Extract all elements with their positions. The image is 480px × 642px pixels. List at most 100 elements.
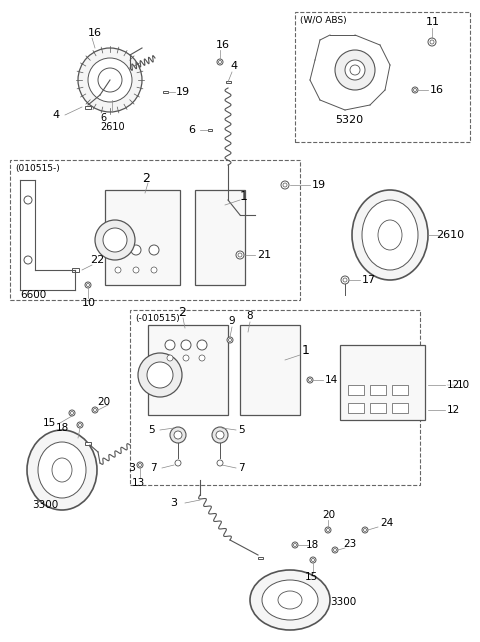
Circle shape	[228, 338, 231, 342]
Circle shape	[362, 527, 368, 533]
Text: 10: 10	[457, 380, 470, 390]
Text: 11: 11	[426, 17, 440, 27]
Ellipse shape	[38, 442, 86, 498]
Circle shape	[238, 253, 242, 257]
Circle shape	[78, 48, 142, 112]
Circle shape	[309, 379, 312, 381]
Bar	[208, 129, 212, 131]
Circle shape	[133, 267, 139, 273]
Ellipse shape	[278, 591, 302, 609]
Text: 20: 20	[97, 397, 110, 407]
Text: 2610: 2610	[436, 230, 464, 240]
Text: 9: 9	[228, 316, 235, 326]
Text: 14: 14	[325, 375, 338, 385]
Ellipse shape	[262, 580, 318, 620]
Circle shape	[217, 460, 223, 466]
Circle shape	[149, 245, 159, 255]
Text: 4: 4	[230, 61, 237, 71]
Circle shape	[345, 60, 365, 80]
Circle shape	[24, 196, 32, 204]
Circle shape	[363, 528, 367, 532]
Bar	[85, 442, 91, 444]
FancyBboxPatch shape	[392, 403, 408, 413]
FancyBboxPatch shape	[340, 345, 425, 420]
Circle shape	[98, 68, 122, 92]
Circle shape	[341, 276, 349, 284]
Bar	[72, 268, 79, 272]
Text: 2: 2	[142, 171, 150, 184]
Text: 4: 4	[52, 110, 59, 120]
Circle shape	[137, 462, 143, 468]
Text: 3300: 3300	[330, 597, 356, 607]
Text: 21: 21	[257, 250, 271, 260]
FancyBboxPatch shape	[240, 325, 300, 415]
Circle shape	[312, 559, 314, 562]
Circle shape	[131, 245, 141, 255]
FancyBboxPatch shape	[105, 190, 180, 285]
Bar	[257, 557, 263, 559]
Bar	[163, 91, 168, 93]
Ellipse shape	[362, 200, 418, 270]
Circle shape	[218, 60, 221, 64]
Circle shape	[85, 282, 91, 288]
FancyBboxPatch shape	[370, 403, 386, 413]
Text: 6600: 6600	[20, 290, 46, 300]
Text: 16: 16	[430, 85, 444, 95]
Text: 8: 8	[246, 311, 252, 321]
FancyBboxPatch shape	[148, 325, 228, 415]
Ellipse shape	[378, 220, 402, 250]
Circle shape	[217, 59, 223, 65]
Circle shape	[165, 340, 175, 350]
FancyBboxPatch shape	[370, 385, 386, 395]
Text: 17: 17	[362, 275, 376, 285]
Bar	[226, 81, 230, 83]
Circle shape	[151, 267, 157, 273]
Circle shape	[147, 362, 173, 388]
Circle shape	[138, 353, 182, 397]
Text: 24: 24	[380, 518, 393, 528]
Text: 13: 13	[132, 478, 145, 488]
Ellipse shape	[52, 458, 72, 482]
Circle shape	[325, 527, 331, 533]
Ellipse shape	[352, 190, 428, 280]
Circle shape	[293, 544, 297, 546]
Circle shape	[413, 89, 417, 92]
Circle shape	[430, 40, 434, 44]
Circle shape	[183, 355, 189, 361]
Text: 22: 22	[90, 255, 104, 265]
Circle shape	[310, 557, 316, 563]
Text: 15: 15	[305, 572, 318, 582]
Circle shape	[281, 181, 289, 189]
Circle shape	[95, 220, 135, 260]
Text: 15: 15	[43, 418, 56, 428]
Circle shape	[24, 256, 32, 264]
Text: 3: 3	[170, 498, 177, 508]
Text: 2610: 2610	[100, 122, 125, 132]
Circle shape	[245, 332, 251, 338]
Circle shape	[307, 377, 313, 383]
Circle shape	[77, 422, 83, 428]
Text: 5: 5	[238, 425, 245, 435]
Text: (W/O ABS): (W/O ABS)	[300, 15, 347, 24]
Text: 6: 6	[100, 113, 106, 123]
Text: 19: 19	[312, 180, 326, 190]
Bar	[85, 105, 91, 108]
Text: 3300: 3300	[32, 500, 58, 510]
Text: 18: 18	[56, 423, 69, 433]
Text: 5320: 5320	[335, 115, 363, 125]
Circle shape	[174, 431, 182, 439]
Circle shape	[292, 542, 298, 548]
Text: 1: 1	[302, 345, 310, 358]
Text: 12: 12	[447, 380, 460, 390]
Text: 16: 16	[88, 28, 102, 38]
Text: (010515-): (010515-)	[15, 164, 60, 173]
Circle shape	[227, 337, 233, 343]
Text: 23: 23	[343, 539, 356, 549]
Text: 18: 18	[306, 540, 319, 550]
Circle shape	[334, 548, 336, 551]
Circle shape	[92, 407, 98, 413]
Circle shape	[86, 284, 89, 286]
Text: 5: 5	[148, 425, 155, 435]
FancyBboxPatch shape	[195, 190, 245, 285]
FancyBboxPatch shape	[348, 385, 364, 395]
